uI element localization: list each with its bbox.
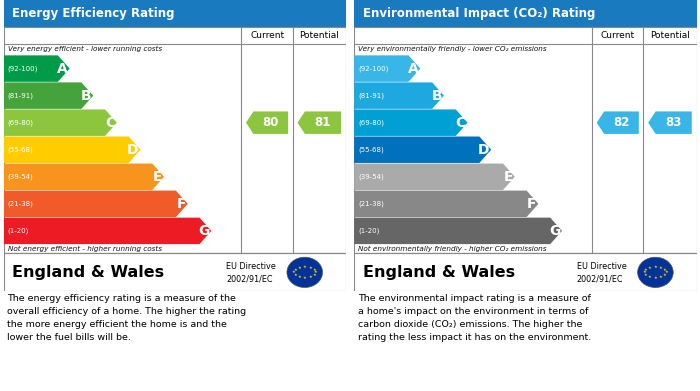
Text: 82: 82 — [613, 116, 629, 129]
Bar — [4, 27, 346, 253]
Text: Potential: Potential — [650, 31, 690, 40]
Text: EU Directive
2002/91/EC: EU Directive 2002/91/EC — [226, 262, 276, 283]
Polygon shape — [4, 136, 141, 163]
Text: F: F — [176, 197, 186, 211]
Text: 80: 80 — [262, 116, 279, 129]
Polygon shape — [354, 136, 491, 163]
Text: E: E — [153, 170, 162, 184]
Text: Potential: Potential — [300, 31, 339, 40]
Polygon shape — [354, 190, 538, 217]
Text: (1-20): (1-20) — [358, 228, 379, 234]
Text: (69-80): (69-80) — [358, 119, 384, 126]
Circle shape — [287, 257, 323, 287]
Polygon shape — [648, 111, 692, 134]
Text: G: G — [549, 224, 560, 238]
Polygon shape — [354, 56, 420, 82]
Text: Current: Current — [601, 31, 635, 40]
Text: B: B — [81, 89, 92, 102]
Text: (92-100): (92-100) — [8, 65, 38, 72]
Polygon shape — [354, 218, 562, 244]
Text: (1-20): (1-20) — [8, 228, 29, 234]
Polygon shape — [354, 163, 514, 190]
Text: ★: ★ — [293, 273, 297, 277]
Text: Environmental Impact (CO₂) Rating: Environmental Impact (CO₂) Rating — [363, 7, 595, 20]
Text: ★: ★ — [303, 276, 307, 280]
Polygon shape — [4, 56, 69, 82]
Text: Very environmentally friendly - lower CO₂ emissions: Very environmentally friendly - lower CO… — [358, 45, 547, 52]
Bar — [354, 253, 696, 291]
Text: ★: ★ — [298, 275, 301, 279]
Text: Not energy efficient - higher running costs: Not energy efficient - higher running co… — [8, 246, 162, 252]
Bar — [4, 0, 346, 27]
Text: ★: ★ — [659, 266, 663, 270]
Text: (21-38): (21-38) — [358, 201, 384, 207]
Text: England & Wales: England & Wales — [12, 265, 164, 280]
Text: C: C — [105, 116, 115, 130]
Text: ★: ★ — [303, 265, 307, 269]
Text: (81-91): (81-91) — [8, 92, 34, 99]
Polygon shape — [4, 190, 188, 217]
Text: C: C — [456, 116, 466, 130]
Text: 81: 81 — [314, 116, 331, 129]
Polygon shape — [4, 83, 93, 109]
Text: Current: Current — [250, 31, 284, 40]
Text: D: D — [127, 143, 139, 157]
Text: The environmental impact rating is a measure of
a home's impact on the environme: The environmental impact rating is a mea… — [358, 294, 591, 342]
Text: ★: ★ — [648, 266, 652, 270]
Text: (55-68): (55-68) — [8, 147, 34, 153]
Text: (39-54): (39-54) — [8, 174, 34, 180]
Text: (92-100): (92-100) — [358, 65, 389, 72]
Polygon shape — [246, 111, 288, 134]
Text: ★: ★ — [314, 270, 318, 274]
Text: (21-38): (21-38) — [8, 201, 34, 207]
Text: ★: ★ — [312, 268, 316, 272]
Text: G: G — [198, 224, 209, 238]
Text: (55-68): (55-68) — [358, 147, 384, 153]
Circle shape — [638, 257, 673, 287]
Text: ★: ★ — [643, 270, 646, 274]
Text: England & Wales: England & Wales — [363, 265, 515, 280]
Text: ★: ★ — [648, 275, 652, 279]
Text: ★: ★ — [654, 276, 657, 280]
Text: ★: ★ — [644, 268, 648, 272]
Text: (69-80): (69-80) — [8, 119, 34, 126]
Text: (39-54): (39-54) — [358, 174, 384, 180]
Text: (81-91): (81-91) — [358, 92, 384, 99]
Polygon shape — [298, 111, 341, 134]
Text: B: B — [432, 89, 442, 102]
Text: Not environmentally friendly - higher CO₂ emissions: Not environmentally friendly - higher CO… — [358, 246, 547, 252]
Text: Very energy efficient - lower running costs: Very energy efficient - lower running co… — [8, 45, 162, 52]
Text: ★: ★ — [309, 266, 312, 270]
Text: ★: ★ — [312, 273, 316, 277]
Text: EU Directive
2002/91/EC: EU Directive 2002/91/EC — [577, 262, 626, 283]
Text: ★: ★ — [298, 266, 301, 270]
Text: ★: ★ — [659, 275, 663, 279]
Text: ★: ★ — [309, 275, 312, 279]
Polygon shape — [4, 109, 117, 136]
Text: ★: ★ — [292, 270, 295, 274]
Text: F: F — [527, 197, 537, 211]
Text: Energy Efficiency Rating: Energy Efficiency Rating — [12, 7, 174, 20]
Bar — [4, 253, 346, 291]
Polygon shape — [354, 83, 444, 109]
Text: A: A — [408, 61, 419, 75]
Text: A: A — [57, 61, 68, 75]
Bar — [354, 27, 696, 253]
Text: D: D — [478, 143, 489, 157]
Polygon shape — [4, 163, 164, 190]
Text: ★: ★ — [644, 273, 648, 277]
Polygon shape — [596, 111, 639, 134]
Polygon shape — [4, 218, 211, 244]
Text: 83: 83 — [665, 116, 682, 129]
Text: ★: ★ — [663, 268, 667, 272]
Text: ★: ★ — [663, 273, 667, 277]
Bar — [354, 0, 696, 27]
Polygon shape — [354, 109, 468, 136]
Text: ★: ★ — [664, 270, 668, 274]
Text: ★: ★ — [654, 265, 657, 269]
Text: The energy efficiency rating is a measure of the
overall efficiency of a home. T: The energy efficiency rating is a measur… — [7, 294, 246, 342]
Text: ★: ★ — [293, 268, 297, 272]
Text: E: E — [503, 170, 513, 184]
